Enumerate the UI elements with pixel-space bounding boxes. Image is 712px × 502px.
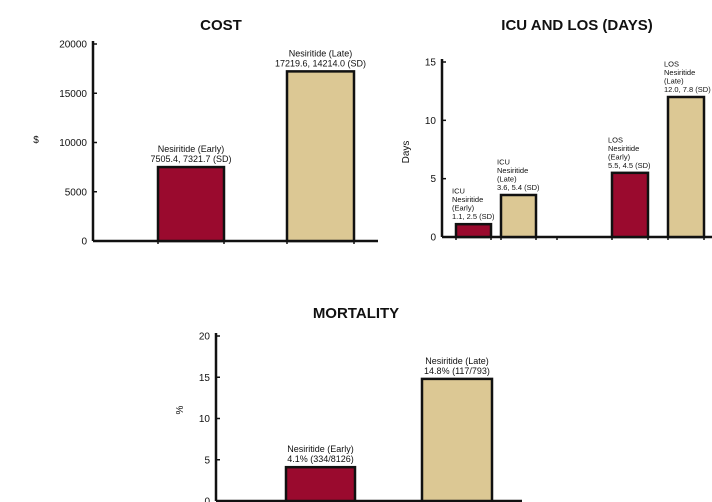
- y-tick-label: 5: [204, 455, 210, 466]
- bar-label: ICU Nesiritide (Early) 1.1, 2.5 (SD): [452, 187, 495, 222]
- bar-label: Nesiritide (Late) 14.8% (117/793): [424, 356, 490, 376]
- bar-label-line: Nesiritide (Late): [425, 356, 489, 366]
- bar-label-line: 4.1% (334/8126): [287, 454, 354, 464]
- bar-label-line: 3.6, 5.4 (SD): [497, 183, 540, 192]
- bar-label-line: Nesiritide: [664, 68, 695, 77]
- chart-title: ICU AND LOS (DAYS): [501, 17, 652, 34]
- bar-label-line: 17219.6, 14214.0 (SD): [275, 58, 366, 68]
- y-tick-label: 20000: [59, 40, 87, 51]
- bar-1: [156, 165, 226, 243]
- bar-label-line: (Late): [497, 175, 517, 184]
- bar-label: LOS Nesiritide (Late) 12.0, 7.8 (SD): [664, 60, 711, 95]
- bar-2: [285, 70, 356, 243]
- bar-label: LOS Nesiritide (Early) 5.5, 4.5 (SD): [608, 135, 651, 170]
- bar-label-line: Nesiritide (Late): [289, 48, 353, 58]
- bar-label-line: Nesiritide (Early): [158, 144, 225, 154]
- y-tick-label: 15: [425, 58, 437, 69]
- bar-2: [420, 377, 494, 502]
- bar-label-line: Nesiritide: [497, 166, 528, 175]
- y-tick-label: 0: [430, 233, 436, 244]
- y-tick-label: 5: [430, 174, 436, 185]
- chart-title: COST: [200, 17, 242, 34]
- y-axis-label: Days: [401, 141, 412, 164]
- bar-1: [284, 465, 357, 502]
- bar-label-line: 12.0, 7.8 (SD): [664, 85, 711, 94]
- chart-title: MORTALITY: [313, 305, 399, 322]
- bar-label-line: (Late): [664, 77, 684, 86]
- y-tick-label: 10: [425, 116, 437, 127]
- y-tick-label: 10000: [59, 138, 87, 149]
- bar-label: Nesiritide (Late) 17219.6, 14214.0 (SD): [275, 48, 366, 68]
- bar-label-line: 7505.4, 7321.7 (SD): [150, 154, 231, 164]
- bar-label-line: LOS: [608, 135, 623, 144]
- bar-label-line: Nesiritide: [608, 144, 639, 153]
- y-axis-label: $: [33, 135, 39, 146]
- y-tick-label: 20: [199, 332, 211, 343]
- bar-label-line: LOS: [664, 60, 679, 69]
- bar-label: Nesiritide (Early) 4.1% (334/8126): [287, 444, 354, 464]
- chart-mortality: MORTALITY 0 5 10 15 20% Nesiritide (Early) 4.1%…: [175, 305, 522, 502]
- y-tick-label: 0: [204, 497, 210, 502]
- y-tick-label: 15000: [59, 89, 87, 100]
- y-axis-label: %: [175, 405, 186, 414]
- bar-1: [454, 222, 493, 239]
- bar-4: [666, 95, 706, 239]
- bar-label-line: ICU: [497, 158, 510, 167]
- bar-label-line: 14.8% (117/793): [424, 366, 490, 376]
- bar-label: Nesiritide (Early) 7505.4, 7321.7 (SD): [150, 144, 231, 164]
- bar-label-line: ICU: [452, 187, 465, 196]
- bar-label-line: 1.1, 2.5 (SD): [452, 212, 495, 221]
- bar-label-line: Nesiritide (Early): [287, 444, 354, 454]
- bar-label-line: (Early): [452, 204, 475, 213]
- y-tick-label: 5000: [65, 187, 88, 198]
- bar-2: [499, 193, 538, 239]
- chart-cost: COST 0 5000 10000 15000 20000 $ Nesiritide (Ear…: [33, 17, 378, 248]
- bar-label-line: (Early): [608, 152, 631, 161]
- bar-3: [610, 171, 650, 239]
- y-tick-label: 0: [81, 237, 87, 248]
- y-tick-label: 15: [199, 373, 211, 384]
- bar-label-line: Nesiritide: [452, 195, 483, 204]
- bar-label-line: 5.5, 4.5 (SD): [608, 161, 651, 170]
- y-tick-label: 10: [199, 414, 211, 425]
- bar-label: ICU Nesiritide (Late) 3.6, 5.4 (SD): [497, 158, 540, 193]
